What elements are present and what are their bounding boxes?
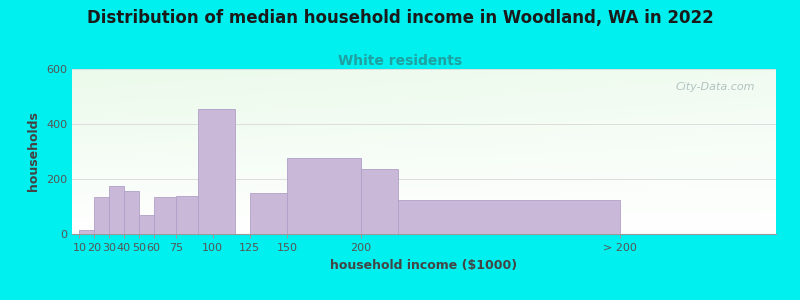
Bar	[250, 193, 287, 234]
Bar	[287, 158, 361, 234]
Bar	[124, 191, 138, 234]
Bar	[154, 197, 176, 234]
Text: Distribution of median household income in Woodland, WA in 2022: Distribution of median household income …	[86, 9, 714, 27]
Bar	[398, 200, 620, 234]
Bar	[361, 169, 398, 234]
Bar	[94, 197, 109, 234]
Text: City-Data.com: City-Data.com	[675, 82, 755, 92]
Bar	[79, 230, 94, 234]
Bar	[176, 196, 198, 234]
Y-axis label: households: households	[27, 112, 41, 191]
Bar	[109, 186, 124, 234]
Text: White residents: White residents	[338, 54, 462, 68]
X-axis label: household income ($1000): household income ($1000)	[330, 259, 518, 272]
Bar	[138, 215, 154, 234]
Bar	[198, 109, 235, 234]
